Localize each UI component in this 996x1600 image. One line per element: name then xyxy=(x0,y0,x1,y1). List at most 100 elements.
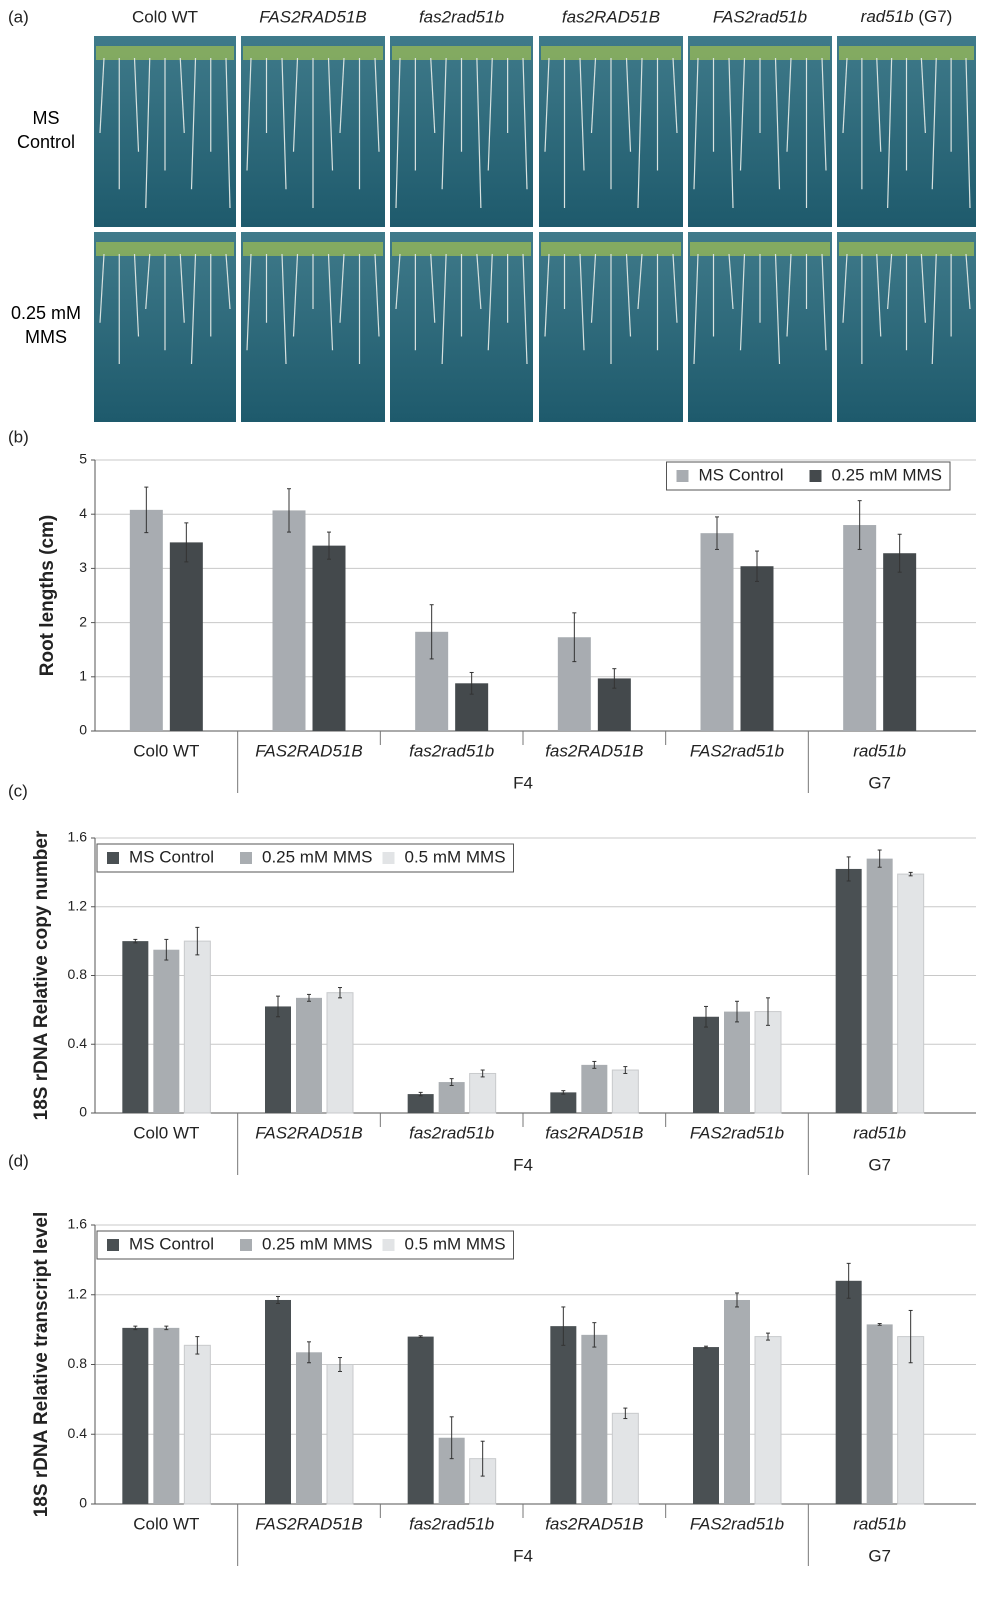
group-label: G7 xyxy=(868,773,891,792)
root xyxy=(487,253,493,351)
legend-label: 0.25 mM MMS xyxy=(262,847,373,866)
root xyxy=(225,57,231,209)
y-tick-label: 1.6 xyxy=(68,829,88,845)
root xyxy=(965,57,971,209)
panel-label: (c) xyxy=(8,781,28,800)
bar xyxy=(550,1092,577,1113)
y-axis-label: 18S rDNA Relative copy number xyxy=(31,830,52,1120)
root xyxy=(190,57,197,190)
root xyxy=(887,57,893,209)
group-label: F4 xyxy=(513,1546,533,1565)
bar xyxy=(326,1364,354,1505)
leaves xyxy=(541,46,681,60)
y-tick-label: 1.2 xyxy=(68,897,88,913)
root xyxy=(693,57,699,190)
x-tick-label: Col0 WT xyxy=(133,1514,199,1533)
root xyxy=(876,57,882,152)
x-tick-label: FAS2RAD51B xyxy=(255,741,362,760)
root xyxy=(522,253,528,365)
column-header: Col0 WT xyxy=(132,7,198,26)
root xyxy=(625,253,632,337)
column-header: fas2RAD51B xyxy=(562,7,660,26)
root xyxy=(133,57,140,152)
column-header-note: (G7) xyxy=(918,7,952,26)
bar xyxy=(700,533,734,731)
root xyxy=(728,57,734,209)
root xyxy=(133,253,140,337)
root xyxy=(965,253,971,310)
root xyxy=(179,253,185,323)
root xyxy=(99,253,105,323)
row-label: MS Control xyxy=(17,108,75,152)
legend-swatch xyxy=(382,852,395,864)
root xyxy=(145,253,151,310)
bar xyxy=(169,542,203,731)
bar xyxy=(438,1082,465,1113)
y-tick-label: 4 xyxy=(79,505,87,521)
legend-swatch xyxy=(240,852,252,864)
y-tick-label: 0.8 xyxy=(68,966,88,982)
bar xyxy=(296,1352,322,1504)
x-tick-label: Col0 WT xyxy=(133,1123,199,1142)
root xyxy=(786,253,792,337)
root xyxy=(487,57,493,171)
root xyxy=(179,57,185,134)
root xyxy=(637,253,643,310)
root xyxy=(395,253,401,310)
y-tick-label: 5 xyxy=(79,451,87,467)
bar xyxy=(153,949,180,1113)
legend-label: MS Control xyxy=(699,465,784,484)
panel-label: (d) xyxy=(8,1151,29,1170)
root xyxy=(821,253,827,351)
x-tick-label: fas2RAD51B xyxy=(545,1514,643,1533)
x-tick-label: Col0 WT xyxy=(133,741,199,760)
root xyxy=(476,57,482,209)
x-tick-label: FAS2rad51b xyxy=(690,1123,784,1142)
legend-label: 0.5 mM MMS xyxy=(405,847,506,866)
leaves xyxy=(839,46,974,60)
x-tick-label: rad51b xyxy=(853,1123,906,1142)
bar xyxy=(883,553,917,731)
root xyxy=(579,57,585,171)
legend-label: 0.25 mM MMS xyxy=(832,465,943,484)
root xyxy=(339,57,345,134)
root xyxy=(693,253,699,365)
root xyxy=(920,253,926,323)
bar xyxy=(754,1336,782,1505)
group-label: F4 xyxy=(513,773,533,792)
root xyxy=(544,253,550,337)
y-axis-label: Root lengths (cm) xyxy=(37,515,58,677)
panel-label: (b) xyxy=(8,427,29,446)
root xyxy=(292,253,299,337)
root xyxy=(887,253,893,310)
bar xyxy=(129,509,163,731)
legend-swatch xyxy=(809,470,822,482)
root xyxy=(739,253,746,351)
bar xyxy=(550,1326,577,1504)
root xyxy=(292,57,299,152)
bar xyxy=(153,1327,180,1504)
root xyxy=(774,253,781,365)
root xyxy=(522,57,528,190)
root xyxy=(672,253,678,323)
x-tick-label: FAS2rad51b xyxy=(690,1514,784,1533)
column-header-name: rad51b xyxy=(861,7,914,26)
legend-label: 0.5 mM MMS xyxy=(405,1234,506,1253)
root xyxy=(625,57,632,152)
panel-label: (a) xyxy=(8,7,29,26)
root xyxy=(672,57,678,134)
leaves xyxy=(243,242,383,256)
leaves xyxy=(96,46,234,60)
bar xyxy=(581,1334,608,1504)
root xyxy=(246,253,252,351)
bar xyxy=(312,545,346,731)
x-tick-label: fas2RAD51B xyxy=(545,1123,643,1142)
leaves xyxy=(839,242,974,256)
bar xyxy=(183,940,211,1114)
root xyxy=(327,57,334,171)
root xyxy=(821,57,827,171)
group-label: F4 xyxy=(513,1155,533,1174)
y-tick-label: 3 xyxy=(79,559,87,575)
legend-label: 0.25 mM MMS xyxy=(262,1234,373,1253)
bar xyxy=(469,1072,497,1114)
